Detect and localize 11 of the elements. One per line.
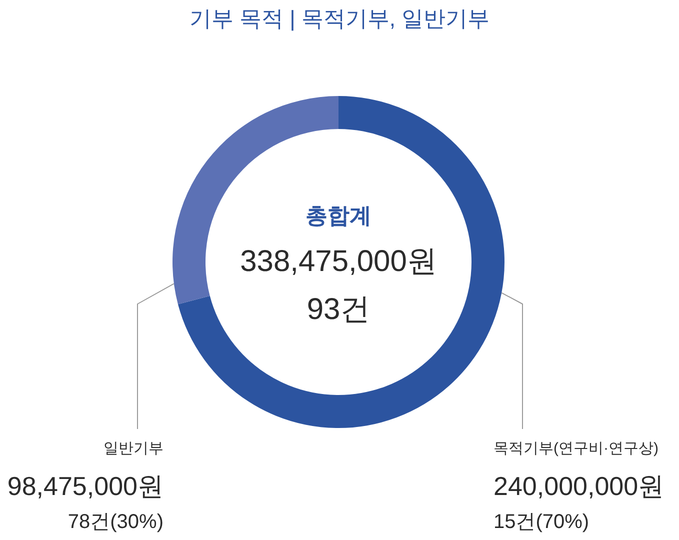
donut-slice [178, 96, 504, 428]
data-label: 98,475,000원 [7, 471, 164, 501]
text: 15건(70%) [494, 511, 590, 533]
text: 총합계 [306, 203, 372, 228]
slice-label: 일반기부 [104, 440, 164, 457]
chart-title: 기부 목적 | 목적기부, 일반기부 [189, 6, 490, 31]
text: 78건(30%) [68, 511, 164, 533]
text: 93건 [306, 293, 370, 326]
slice-label: 목적기부(연구비·연구상) [494, 440, 658, 457]
data-label: 240,000,000원 [494, 471, 664, 501]
text: 338,475,000원 [240, 245, 437, 278]
